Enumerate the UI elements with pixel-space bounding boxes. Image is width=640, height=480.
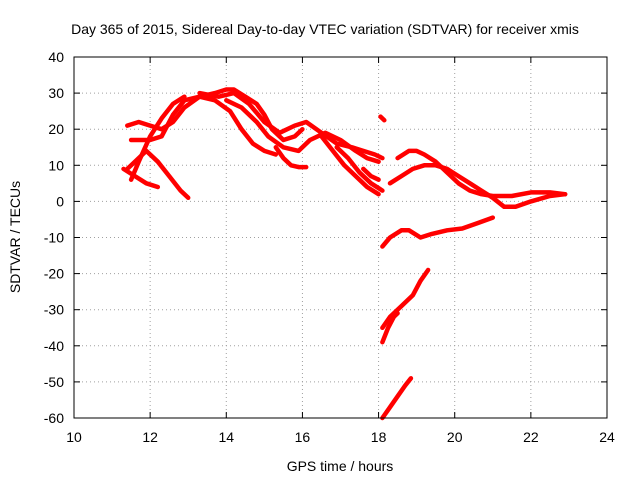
series-track-i <box>319 134 381 197</box>
y-tick-label: -30 <box>44 302 64 318</box>
y-tick-label: 10 <box>48 157 64 173</box>
data-series <box>121 87 568 421</box>
x-tick-label: 18 <box>371 429 387 445</box>
y-tick-label: 0 <box>56 193 64 209</box>
chart-title: Day 365 of 2015, Sidereal Day-to-day VTE… <box>71 21 579 37</box>
series-track-h <box>273 145 309 170</box>
y-tick-label: -20 <box>44 266 64 282</box>
series-track-o <box>380 215 496 249</box>
y-tick-label: 30 <box>48 85 64 101</box>
series-track-r <box>380 376 414 421</box>
x-tick-label: 16 <box>295 429 311 445</box>
y-tick-label: 20 <box>48 121 64 137</box>
series-track-n <box>387 163 568 210</box>
x-tick-label: 14 <box>218 429 234 445</box>
y-tick-label: 40 <box>48 49 64 65</box>
series-track-l <box>378 114 387 123</box>
x-tick-label: 24 <box>599 429 615 445</box>
series-track-e <box>121 166 161 190</box>
series-track-g <box>224 98 381 164</box>
axis-ticks: 10 12 14 16 18 20 22 24 -60 -50 -40 -30 -20 -10 0 10 20 3… <box>44 49 615 445</box>
series-track-f <box>197 90 385 161</box>
y-tick-label: -50 <box>44 374 64 390</box>
x-tick-label: 20 <box>447 429 463 445</box>
grid <box>74 57 607 418</box>
series-track-j <box>334 145 385 193</box>
plot-frame <box>73 56 608 419</box>
series-track-k <box>361 166 381 182</box>
y-tick-label: -10 <box>44 230 64 246</box>
x-tick-label: 22 <box>523 429 539 445</box>
series-track-d <box>128 94 187 182</box>
series-track-q <box>380 311 400 345</box>
x-tick-label: 12 <box>142 429 158 445</box>
x-axis-label: GPS time / hours <box>287 458 394 474</box>
y-tick-label: -60 <box>44 410 64 426</box>
series-track-c <box>125 148 191 201</box>
y-axis-label: SDTVAR / TECUs <box>7 181 23 293</box>
x-tick-label: 10 <box>66 429 82 445</box>
series-track-m <box>395 148 568 199</box>
series-track-p <box>380 267 431 331</box>
y-tick-label: -40 <box>44 338 64 354</box>
